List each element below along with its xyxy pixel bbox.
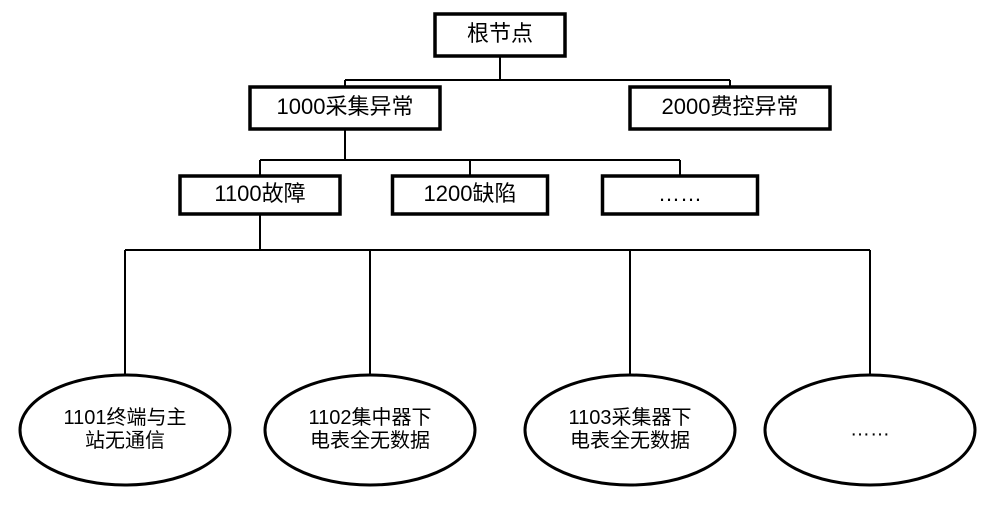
node-n2000: 2000费控异常 — [630, 87, 830, 129]
node-n1100: 1100故障 — [180, 176, 340, 214]
node-label: 根节点 — [467, 21, 533, 46]
node-label: 1100故障 — [214, 181, 305, 206]
node-label: …… — [658, 181, 702, 206]
node-n1000: 1000采集异常 — [250, 87, 440, 129]
tree-diagram: 根节点 1000采集异常 2000费控异常 1100故障 1200缺陷 …… 1101终端与… — [0, 0, 1000, 512]
node-label: 1000采集异常 — [277, 94, 414, 119]
node-root: 根节点 — [435, 14, 565, 56]
node-label: 1101终端与主 — [63, 406, 186, 429]
node-ndots1: …… — [603, 176, 758, 214]
node-label: 2000费控异常 — [662, 94, 799, 119]
node-label: 1102集中器下 — [308, 406, 431, 429]
node-n1103: 1103采集器下电表全无数据 — [525, 375, 735, 485]
node-n1102: 1102集中器下电表全无数据 — [265, 375, 475, 485]
node-ndots2: …… — [765, 375, 975, 485]
node-label: 电表全无数据 — [570, 429, 690, 452]
node-label: 电表全无数据 — [310, 429, 430, 452]
node-label: 1200缺陷 — [424, 181, 517, 206]
node-n1200: 1200缺陷 — [393, 176, 548, 214]
node-label: …… — [850, 418, 890, 440]
node-n1101: 1101终端与主站无通信 — [20, 375, 230, 485]
node-label: 站无通信 — [85, 429, 165, 452]
node-label: 1103采集器下 — [568, 406, 691, 429]
